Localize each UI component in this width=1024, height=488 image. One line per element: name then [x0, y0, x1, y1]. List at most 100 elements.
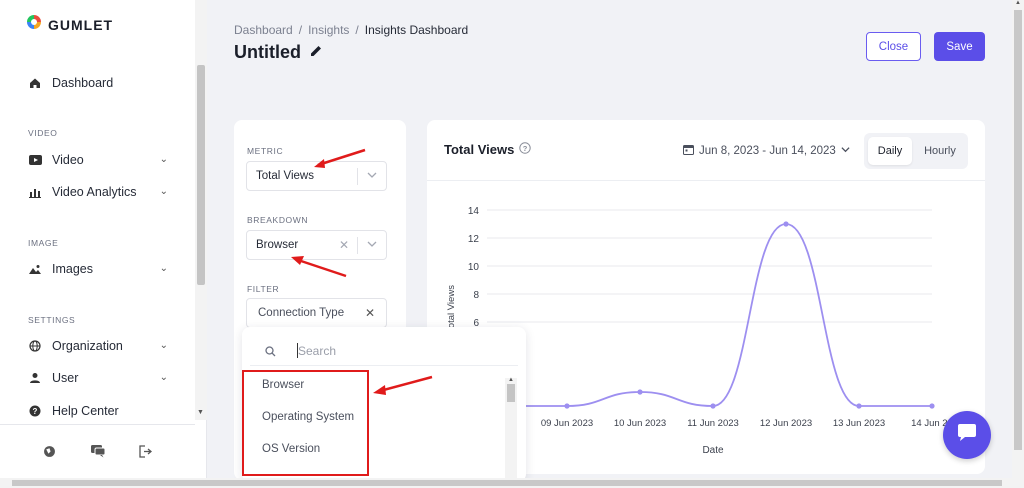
breadcrumb-insights[interactable]: Insights	[308, 23, 350, 37]
chevron-down-icon	[841, 145, 850, 157]
y-axis-label: Total Views	[446, 285, 457, 333]
sidebar-item-label: Video	[52, 153, 84, 167]
brand-logo[interactable]: GUMLET	[26, 14, 113, 35]
annotation-arrow	[314, 148, 366, 168]
chevron-down-icon: ⌄	[159, 263, 168, 274]
sidebar-item-label: Dashboard	[52, 76, 114, 90]
sidebar-item-help-center[interactable]: ? Help Center	[28, 404, 168, 418]
annotation-highlight-box	[242, 370, 369, 476]
data-point	[564, 403, 570, 409]
chevron-down-icon[interactable]	[367, 239, 377, 249]
help-icon: ?	[28, 404, 42, 418]
x-tick-label: 13 Jun 2023	[833, 418, 885, 429]
chevron-down-icon: ⌄	[159, 340, 168, 351]
sidebar-item-video-analytics[interactable]: Video Analytics ⌄	[28, 185, 168, 199]
select-divider	[357, 168, 358, 185]
metric-value: Total Views	[256, 170, 314, 182]
gumlet-logo-icon	[26, 14, 42, 35]
close-icon[interactable]: ✕	[364, 306, 375, 320]
sidebar-item-dashboard[interactable]: Dashboard	[28, 76, 168, 90]
chevron-down-icon: ⌄	[159, 154, 168, 165]
page-title: Untitled	[234, 42, 323, 63]
x-tick-label: 12 Jun 2023	[760, 418, 812, 429]
metric-select[interactable]: Total Views	[246, 161, 387, 191]
home-icon	[28, 76, 42, 90]
breadcrumb-dashboard[interactable]: Dashboard	[234, 23, 293, 37]
page-scroll-thumb[interactable]	[1014, 10, 1022, 450]
breakdown-select[interactable]: Browser ✕	[246, 230, 387, 260]
dropdown-option[interactable]: Browser	[262, 379, 305, 391]
chart-card-header: Total Views ? Jun 8, 2023 - Jun 14, 2023…	[427, 120, 985, 181]
dropdown-scroll-thumb[interactable]	[507, 384, 515, 402]
help-circle-icon[interactable]: ?	[519, 142, 532, 157]
chat-icon	[956, 423, 978, 448]
data-point	[856, 403, 862, 409]
sidebar-item-label: User	[52, 371, 79, 385]
dropdown-option[interactable]: Operating System	[262, 411, 355, 423]
horizontal-scroll-thumb[interactable]	[12, 480, 1002, 486]
annotation-arrow	[373, 375, 433, 395]
chat-icon[interactable]	[90, 444, 105, 459]
svg-text:?: ?	[33, 407, 38, 416]
annotation-arrow	[291, 256, 347, 278]
search-input[interactable]: Search	[298, 344, 337, 358]
clear-icon[interactable]: ✕	[338, 238, 349, 252]
chevron-down-icon[interactable]	[367, 170, 377, 180]
chat-launcher-button[interactable]	[943, 411, 991, 459]
filter-connection-type[interactable]: Connection Type ✕	[246, 298, 387, 328]
scroll-up-icon[interactable]: ▲	[508, 377, 514, 383]
chevron-down-icon: ⌄	[159, 372, 168, 383]
sidebar-item-images[interactable]: Images ⌄	[28, 262, 168, 276]
y-tick-label: 12	[468, 234, 480, 245]
page-scrollbar[interactable]: ▲	[1012, 0, 1024, 478]
y-tick-label: 14	[468, 206, 480, 217]
section-label-settings: SETTINGS	[28, 315, 76, 325]
calendar-icon	[683, 144, 694, 158]
dropdown-option[interactable]: OS Version	[262, 443, 321, 455]
page-title-text: Untitled	[234, 42, 301, 62]
daily-toggle[interactable]: Daily	[868, 137, 912, 165]
sidebar-scroll-thumb[interactable]	[197, 65, 205, 285]
breadcrumb-current: Insights Dashboard	[364, 23, 469, 37]
dropdown-scrollbar[interactable]: ▲	[505, 377, 517, 482]
globe-icon[interactable]	[43, 445, 57, 459]
sidebar-item-label: Help Center	[52, 404, 119, 418]
y-tick-label: 8	[473, 290, 479, 301]
logout-icon[interactable]	[138, 444, 153, 459]
sidebar-item-organization[interactable]: Organization ⌄	[28, 339, 168, 353]
y-tick-label: 6	[473, 318, 479, 329]
metric-label: METRIC	[247, 146, 284, 156]
text-cursor	[297, 343, 298, 358]
scroll-down-icon[interactable]: ▼	[197, 409, 204, 416]
horizontal-scrollbar[interactable]	[0, 478, 1024, 488]
sidebar-item-video[interactable]: Video ⌄	[28, 153, 168, 167]
x-axis-label: Date	[702, 445, 724, 456]
breadcrumb-separator: /	[298, 23, 303, 37]
data-point	[637, 389, 643, 395]
chart-title: Total Views ?	[444, 142, 532, 157]
date-range-picker[interactable]: Jun 8, 2023 - Jun 14, 2023	[683, 144, 850, 158]
data-point	[929, 403, 935, 409]
video-icon	[28, 153, 42, 167]
edit-pencil-icon[interactable]	[309, 42, 323, 63]
search-icon	[265, 344, 276, 362]
granularity-toggle: Daily Hourly	[864, 133, 968, 169]
sidebar-item-label: Organization	[52, 339, 123, 353]
filter-value: Connection Type	[258, 307, 345, 319]
hourly-toggle[interactable]: Hourly	[924, 145, 956, 157]
breadcrumb: Dashboard / Insights / Insights Dashboard	[234, 23, 468, 37]
bar-chart-icon	[28, 185, 42, 199]
line-chart: 14 12 10 8 6 Total Views 09 Jun 2023 10 Jun 202…	[446, 206, 953, 456]
series-line	[493, 223, 932, 407]
close-button[interactable]: Close	[866, 32, 921, 61]
globe-icon	[28, 339, 42, 353]
sidebar-item-user[interactable]: User ⌄	[28, 371, 168, 385]
save-button[interactable]: Save	[934, 32, 985, 61]
dropdown-search[interactable]: Search	[250, 335, 518, 366]
breakdown-value: Browser	[256, 239, 299, 251]
date-range-text: Jun 8, 2023 - Jun 14, 2023	[699, 145, 836, 157]
scroll-up-icon[interactable]: ▲	[1015, 0, 1021, 6]
image-icon	[28, 262, 42, 276]
sidebar-scrollbar[interactable]: ▼	[195, 0, 207, 420]
sidebar-item-label: Images	[52, 262, 93, 276]
